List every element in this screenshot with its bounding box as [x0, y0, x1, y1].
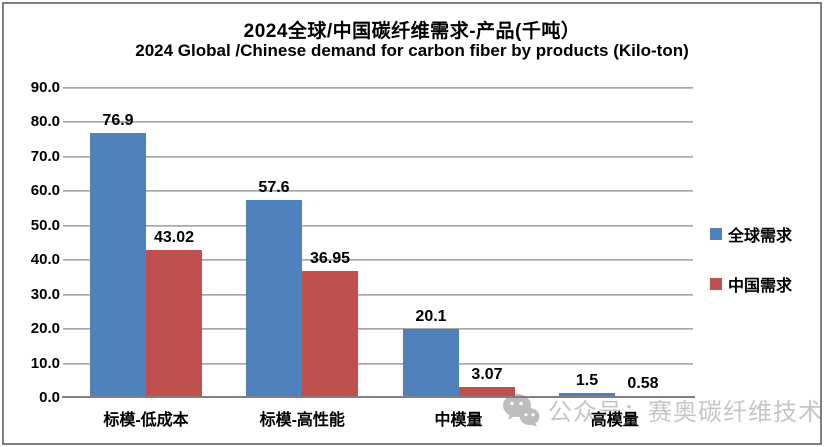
- bar-value-label: 20.1: [415, 308, 447, 325]
- x-category-label: 标模-低成本: [103, 412, 189, 429]
- wechat-icon: [503, 393, 540, 426]
- legend-label: 全球需求: [728, 228, 793, 245]
- bar-中国需求-中模量: [459, 387, 515, 398]
- legend-swatch: [710, 278, 722, 290]
- chart-title-en: 2024 Global /Chinese demand for carbon f…: [135, 41, 689, 60]
- legend-item: 全球需求: [710, 222, 792, 246]
- watermark-text: 公众号：赛奥碳纤维技术: [548, 399, 823, 426]
- bar-value-label: 57.6: [258, 179, 290, 196]
- gridline: [63, 328, 693, 331]
- legend-item: 中国需求: [710, 272, 792, 296]
- x-axis-line: [62, 396, 695, 398]
- gridline: [63, 121, 693, 124]
- gridline: [63, 224, 693, 227]
- y-tick-label: 70.0: [30, 147, 60, 165]
- legend-label: 中国需求: [728, 278, 793, 295]
- bar-中国需求-标模-低成本: [146, 250, 202, 398]
- y-tick-label: 20.0: [30, 320, 60, 338]
- bar-全球需求-高模量: [559, 393, 615, 398]
- plot-area: 76.9 43.02 57.6 36.95 20.1 3.07 1.5 0.58: [63, 87, 693, 398]
- bar-全球需求-标模-高性能: [246, 200, 302, 398]
- bar-value-label: 0.58: [627, 375, 659, 392]
- bar-value-label: 36.95: [309, 250, 351, 267]
- chart-title-zh: 2024全球/中国碳纤维需求-产品(千吨）: [243, 21, 581, 42]
- y-tick-label: 0.0: [39, 389, 60, 406]
- gridline: [63, 87, 693, 89]
- y-tick-label: 90.0: [30, 79, 60, 96]
- y-tick-label: 30.0: [30, 285, 60, 303]
- watermark: 公众号：赛奥碳纤维技术: [502, 392, 823, 427]
- y-tick-label: 80.0: [30, 113, 60, 131]
- bar-value-label: 43.02: [153, 229, 195, 246]
- legend-swatch: [710, 228, 722, 240]
- x-category-label: 高模量: [590, 412, 639, 429]
- bar-全球需求-中模量: [403, 329, 459, 398]
- bar-中国需求-标模-高性能: [302, 271, 358, 398]
- y-tick-label: 40.0: [30, 251, 60, 269]
- bar-value-label: 1.5: [575, 372, 599, 389]
- gridline: [63, 362, 693, 365]
- gridline: [63, 190, 693, 193]
- legend: 全球需求 中国需求: [710, 222, 792, 296]
- y-tick-label: 60.0: [30, 182, 60, 200]
- x-category-label: 中模量: [434, 412, 483, 429]
- gridline: [63, 155, 693, 158]
- gridline: [63, 293, 693, 296]
- gridline: [63, 259, 693, 262]
- bar-value-label: 3.07: [471, 366, 503, 383]
- bar-全球需求-标模-低成本: [90, 133, 146, 398]
- bar-value-label: 76.9: [102, 112, 134, 129]
- x-category-label: 标模-高性能: [259, 412, 345, 429]
- y-tick-label: 10.0: [30, 354, 60, 372]
- y-tick-label: 50.0: [30, 216, 60, 234]
